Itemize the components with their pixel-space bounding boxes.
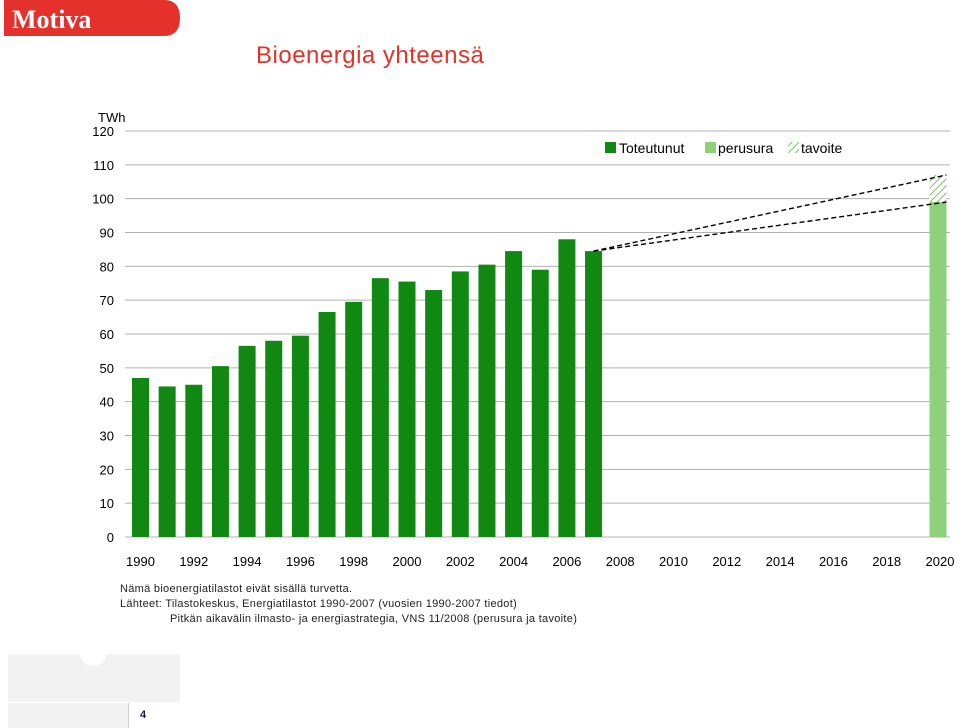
bar-toteutunut — [371, 278, 389, 537]
y-tick-label: 120 — [92, 124, 114, 139]
footer-decoration-lower — [8, 703, 128, 728]
x-tick-label: 2000 — [393, 554, 422, 569]
x-tick-label: 1996 — [286, 554, 315, 569]
bar-toteutunut — [265, 340, 283, 537]
bar-toteutunut — [185, 384, 203, 537]
page-title: Bioenergia yhteensä — [256, 42, 485, 69]
legend: Toteutunut perusura tavoite — [605, 140, 842, 156]
bar-toteutunut — [451, 271, 469, 537]
x-tick-label: 2012 — [712, 554, 741, 569]
y-tick-label: 30 — [100, 429, 114, 444]
y-tick-label: 40 — [100, 395, 114, 410]
x-tick-label: 2002 — [446, 554, 475, 569]
bar-toteutunut — [291, 335, 309, 537]
bar-tavoite — [929, 174, 947, 203]
bar-toteutunut — [585, 251, 603, 537]
legend-swatch — [788, 142, 799, 153]
x-tick-label: 2006 — [552, 554, 581, 569]
legend-swatch — [705, 142, 716, 153]
motiva-logo: Motiva — [4, 0, 180, 36]
x-tick-label: 1990 — [126, 554, 155, 569]
y-axis-label: TWh — [98, 110, 125, 125]
bar-toteutunut — [398, 281, 416, 537]
x-tick-label: 2014 — [766, 554, 795, 569]
bar-toteutunut — [425, 290, 443, 537]
x-tick-label: 2018 — [872, 554, 901, 569]
projection-line — [593, 174, 947, 252]
page-number: 4 — [140, 709, 147, 721]
x-tick-label: 2004 — [499, 554, 528, 569]
y-tick-label: 20 — [100, 462, 114, 477]
x-tick-label: 2008 — [606, 554, 635, 569]
x-tick-label: 2016 — [819, 554, 848, 569]
legend-swatch — [605, 142, 616, 153]
motiva-logo-graphic: Motiva — [4, 0, 180, 36]
bar-toteutunut — [345, 301, 363, 537]
bar-toteutunut — [531, 269, 549, 537]
x-tick-label: 2010 — [659, 554, 688, 569]
x-tick-label: 1994 — [233, 554, 262, 569]
y-tick-label: 110 — [93, 158, 114, 173]
y-tick-label: 0 — [107, 530, 114, 545]
bar-toteutunut — [558, 239, 576, 537]
y-tick-label: 90 — [100, 226, 114, 241]
y-tick-label: 50 — [100, 361, 114, 376]
bar-toteutunut — [505, 251, 523, 537]
bar-toteutunut — [478, 264, 496, 537]
legend-label: perusura — [718, 140, 773, 156]
note-text: Nämä bioenergiatilastot eivät sisällä tu… — [120, 583, 353, 595]
bioenergy-chart: 0 10 20 30 40 50 60 70 80 90 100 110 120 1990 1992 199… — [92, 110, 955, 569]
x-tick-label: 1992 — [179, 554, 208, 569]
y-tick-label: 10 — [100, 496, 114, 511]
x-tick-label: 1998 — [339, 554, 368, 569]
x-tick-label: 2020 — [926, 554, 955, 569]
y-tick-label: 60 — [100, 327, 114, 342]
bar-toteutunut — [132, 377, 149, 537]
bar-toteutunut — [318, 312, 336, 537]
y-tick-label: 100 — [92, 192, 114, 207]
sources-line-2: Pitkän aikavälin ilmasto- ja energiastra… — [170, 613, 578, 625]
page-number-box — [128, 703, 181, 728]
footer-circle-decoration — [80, 640, 106, 666]
bar-perusura — [929, 202, 947, 538]
bar-toteutunut — [211, 366, 229, 537]
y-tick-label: 80 — [100, 259, 114, 274]
sources-line-1: Lähteet: Tilastokeskus, Energiatilastot … — [120, 598, 518, 610]
y-tick-label: 70 — [100, 293, 114, 308]
bar-toteutunut — [238, 345, 256, 537]
projection-line — [593, 201, 947, 252]
legend-label: tavoite — [801, 140, 842, 156]
bar-toteutunut — [158, 386, 176, 537]
motiva-logo-text: Motiva — [12, 5, 91, 34]
legend-label: Toteutunut — [619, 140, 684, 156]
